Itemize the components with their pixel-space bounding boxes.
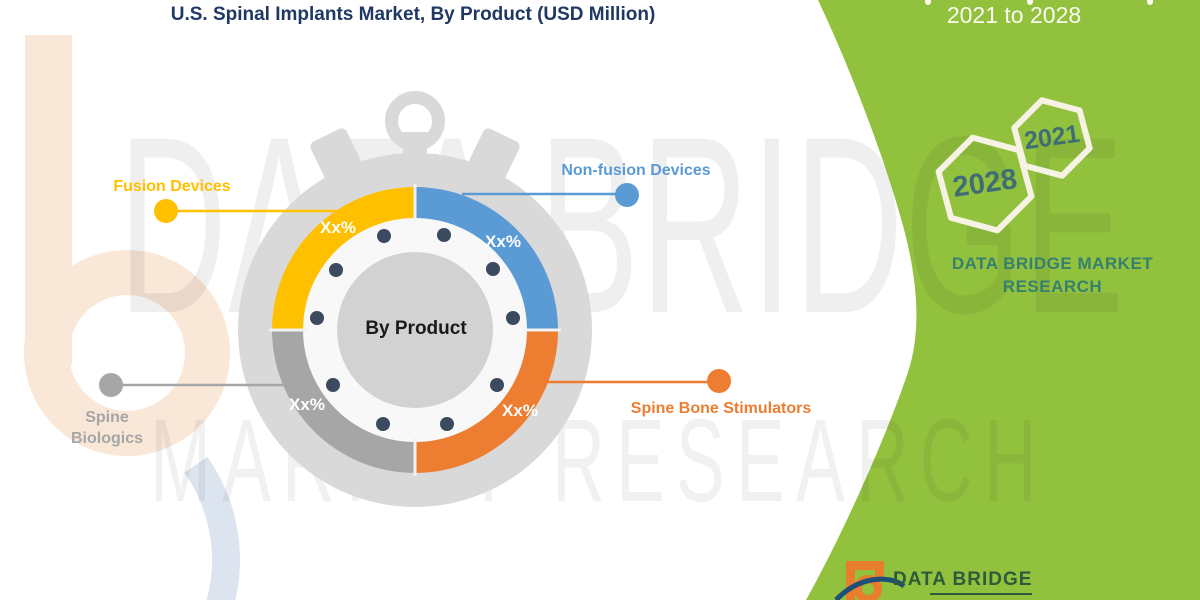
callouts xyxy=(99,183,731,397)
logo-underline xyxy=(930,593,1032,595)
segment-fusion-devices xyxy=(272,187,415,330)
segment-non-fusion-devices xyxy=(415,187,558,330)
value-non-fusion-devices: Xx% xyxy=(485,232,521,251)
callout-dot-fusion xyxy=(154,199,178,223)
callout-dot-stimulators xyxy=(707,369,731,393)
clipped-text-fragment xyxy=(1147,0,1153,5)
segment-dividers xyxy=(269,184,561,476)
value-spine-biologics: Xx% xyxy=(289,395,325,414)
forecast-period: 2021 to 2028 xyxy=(946,2,1082,28)
callout-dot-biologics xyxy=(99,373,123,397)
label-spine-biologics: Spine Biologics xyxy=(70,409,143,447)
value-spine-bone-stimulators: Xx% xyxy=(502,401,538,420)
clock-dots xyxy=(310,228,520,431)
value-fusion-devices: Xx% xyxy=(320,218,356,237)
company-logo-subtitle: MARKET RESEARCH xyxy=(894,597,1064,600)
page-title: U.S. Spinal Implants Market, By Product … xyxy=(170,4,656,25)
label-non-fusion-devices: Non-fusion Devices xyxy=(561,162,711,179)
chart-center-label: By Product xyxy=(365,318,467,339)
clipped-text-fragment xyxy=(925,0,931,5)
green-panel-shape xyxy=(806,0,1200,600)
segment-spine-bone-stimulators xyxy=(415,330,558,473)
donut-center-circle xyxy=(337,252,493,408)
donut-segments xyxy=(272,187,558,473)
label-fusion-devices: Fusion Devices xyxy=(113,178,231,195)
clipped-text-fragment xyxy=(1027,0,1033,5)
brand-name-panel: DATA BRIDGE MARKET RESEARCH xyxy=(951,254,1154,296)
hexagon-2021 xyxy=(1011,97,1093,179)
segment-spine-biologics xyxy=(272,330,415,473)
logo-b-icon xyxy=(834,561,906,600)
callout-dot-non-fusion xyxy=(615,183,639,207)
company-logo-name: DATA BRIDGE xyxy=(893,569,1033,590)
label-spine-bone-stimulators: Spine Bone Stimulators xyxy=(630,400,812,417)
